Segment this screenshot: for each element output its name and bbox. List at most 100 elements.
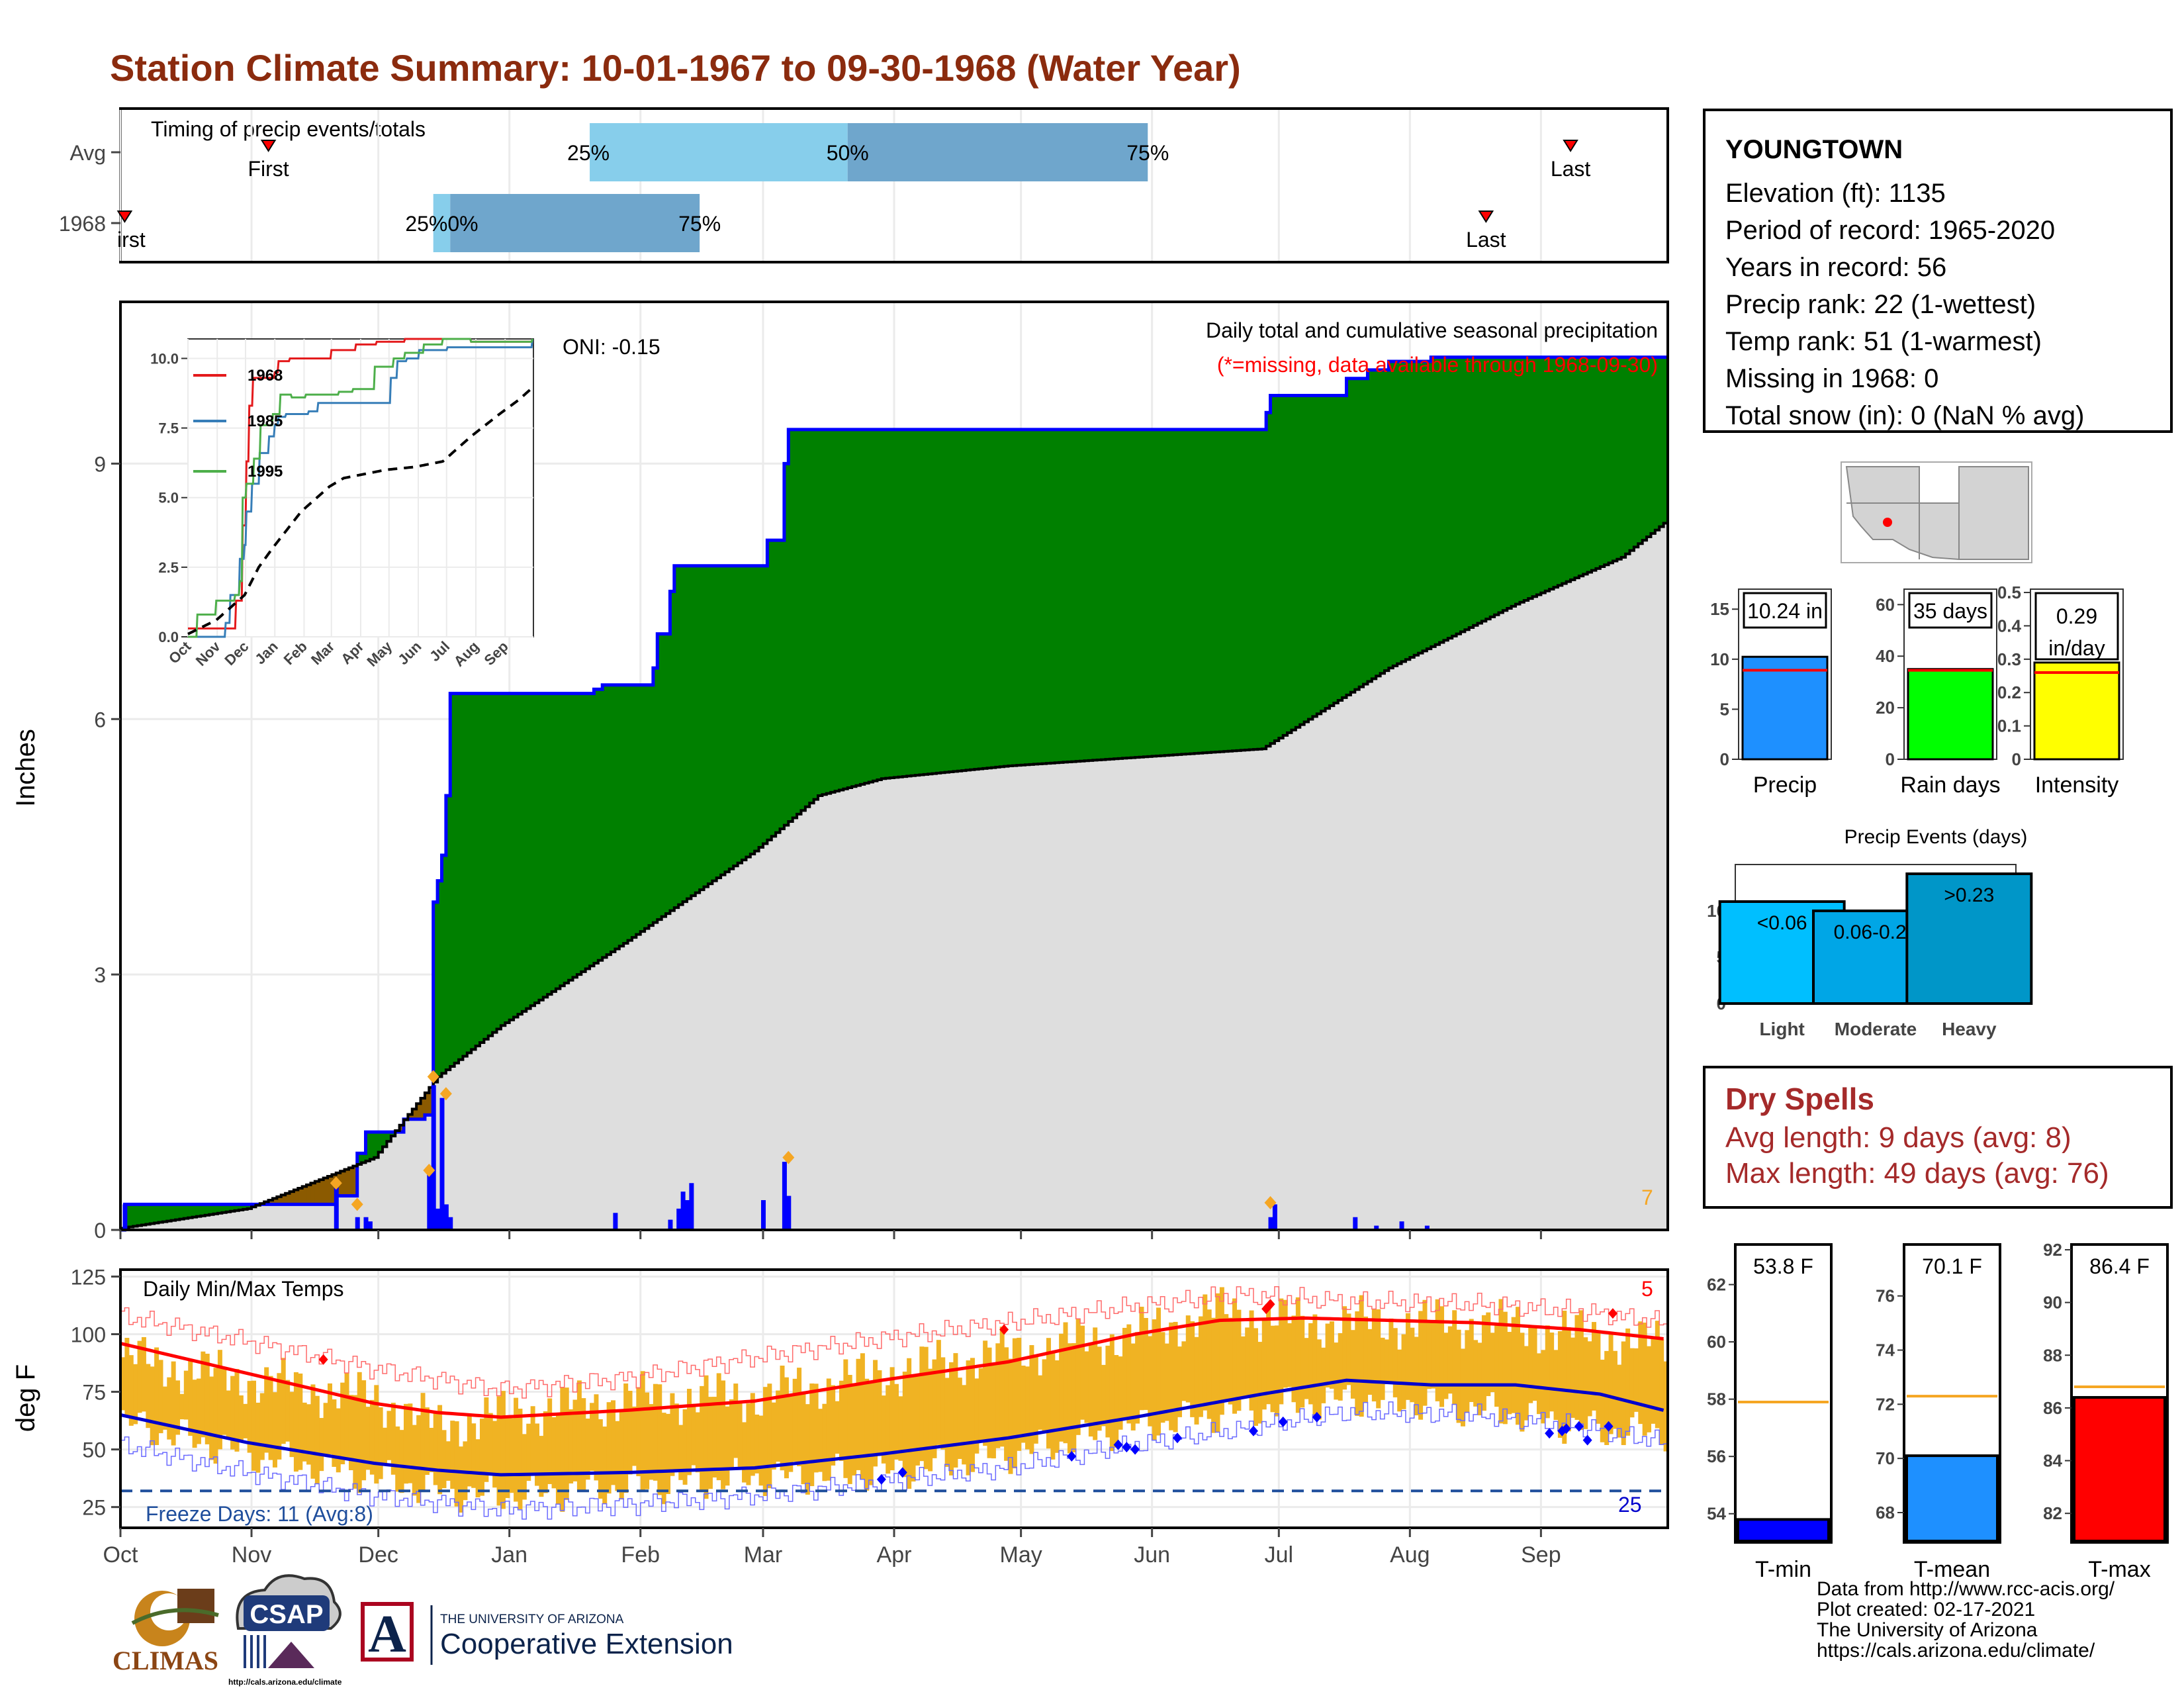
surplus-area — [1414, 361, 1419, 655]
surplus-area — [1486, 357, 1491, 620]
daily-precip-bar — [1268, 1217, 1273, 1230]
surplus-area — [657, 633, 662, 920]
surplus-area — [590, 693, 594, 966]
event-category-label: Moderate — [1835, 1019, 1917, 1039]
daily-temp-range — [1084, 1351, 1089, 1423]
daily-temp-range — [1088, 1344, 1093, 1437]
daily-temp-range — [1642, 1323, 1647, 1436]
surplus-area — [196, 1204, 201, 1217]
event-category-label: Light — [1759, 1019, 1804, 1039]
ua-logo: A THE UNIVERSITY OF ARIZONA Cooperative … — [361, 1602, 733, 1665]
surplus-area — [547, 693, 553, 995]
daily-temp-range — [1342, 1306, 1347, 1390]
surplus-area — [1274, 395, 1279, 741]
deficit-area — [293, 1190, 298, 1205]
daily-temp-range — [801, 1392, 806, 1485]
precip-event-marker — [782, 1150, 795, 1164]
surplus-area — [1490, 357, 1495, 617]
daily-temp-range — [1190, 1321, 1195, 1417]
x-tick-label: Jan — [491, 1542, 527, 1568]
y-tick-label: 3 — [94, 963, 106, 987]
footer-line: Data from http://www.rcc-acis.org/ — [1817, 1578, 2115, 1600]
surplus-area — [1042, 429, 1047, 764]
daily-precip-bar — [1399, 1221, 1404, 1230]
avg-cumulative-line — [120, 522, 1668, 1230]
surplus-area — [1114, 429, 1119, 759]
surplus-area — [230, 1204, 235, 1211]
surplus-area — [1574, 357, 1580, 578]
precip-summary-charts: 0 5 10 15 10.24 in Precip 0 20 40 60 35 days Rain d… — [1710, 583, 2124, 798]
inset-y-tick-label: 5.0 — [158, 490, 179, 506]
daily-temp-range — [1536, 1353, 1541, 1415]
surplus-area — [437, 880, 442, 1077]
deficit-area — [408, 1114, 413, 1119]
surplus-area — [378, 1132, 383, 1152]
daily-temp-range — [598, 1419, 603, 1499]
surplus-area — [1300, 395, 1305, 725]
daily-temp-range — [1025, 1366, 1030, 1450]
surplus-area — [886, 429, 891, 778]
daily-temp-range — [1532, 1327, 1537, 1401]
surplus-area — [594, 689, 599, 963]
surplus-area — [1465, 357, 1470, 630]
daily-temp-range — [1118, 1356, 1123, 1430]
record-min-line — [120, 1401, 1668, 1520]
surplus-area — [1101, 429, 1106, 760]
daily-precip-bar — [367, 1221, 373, 1230]
surplus-area — [492, 693, 498, 1033]
daily-temp-range — [137, 1340, 142, 1413]
daily-temp-range — [374, 1385, 379, 1484]
daily-temp-range — [1203, 1294, 1208, 1411]
daily-temp-range — [310, 1384, 316, 1479]
temp-summary-value: 86.4 F — [2089, 1254, 2150, 1278]
surplus-area — [974, 429, 979, 770]
daily-temp-range — [674, 1403, 679, 1472]
daily-temp-range — [319, 1418, 324, 1472]
surplus-area — [387, 1132, 392, 1142]
record-low-marker — [1582, 1434, 1592, 1446]
daily-temp-range — [590, 1403, 595, 1471]
daily-temp-range — [234, 1369, 240, 1452]
csap-logo: CSAP http://cals.arizona.edu/climate — [228, 1574, 342, 1687]
surplus-area — [1224, 429, 1229, 752]
surplus-area — [1067, 429, 1072, 762]
daily-temp-range — [1080, 1325, 1085, 1420]
summary-y-tick-label: 60 — [1876, 594, 1895, 614]
surplus-area — [1578, 357, 1584, 577]
record-low-marker — [1278, 1416, 1288, 1427]
surplus-area — [957, 429, 962, 771]
station-line: Period of record: 1965-2020 — [1725, 216, 2056, 245]
surplus-area — [1596, 357, 1601, 569]
daily-temp-range — [420, 1393, 426, 1493]
surplus-area — [374, 1132, 379, 1158]
inset-legend-label: 1968 — [248, 367, 283, 385]
ua-letter: A — [368, 1605, 406, 1664]
station-line: Temp rank: 51 (1-warmest) — [1725, 327, 2042, 356]
daily-temp-range — [1097, 1346, 1102, 1431]
temp-summary-label: T-max — [2088, 1557, 2150, 1582]
y-tick-label: 9 — [94, 452, 106, 476]
surplus-area — [171, 1204, 176, 1221]
daily-temp-range — [1553, 1350, 1559, 1421]
event-bar-label: <0.06 — [1757, 912, 1807, 934]
daily-temp-range — [949, 1362, 954, 1476]
daily-temp-range — [962, 1385, 967, 1465]
surplus-area — [1126, 429, 1132, 758]
daily-temp-range — [1130, 1343, 1136, 1430]
surplus-area — [1148, 429, 1153, 757]
daily-temp-range — [1465, 1330, 1470, 1413]
surplus-area — [1473, 357, 1479, 626]
csap-text: CSAP — [250, 1600, 323, 1629]
surplus-area — [826, 429, 831, 794]
daily-temp-range — [205, 1353, 210, 1444]
daily-temp-range — [314, 1395, 320, 1484]
deficit-area — [416, 1103, 422, 1119]
surplus-area — [940, 429, 946, 773]
daily-temp-range — [1160, 1332, 1165, 1423]
station-name: YOUNGTOWN — [1725, 135, 1903, 164]
deficit-area — [289, 1192, 295, 1205]
surplus-area — [831, 429, 836, 792]
surplus-area — [1021, 429, 1026, 765]
daily-temp-range — [1625, 1328, 1631, 1436]
